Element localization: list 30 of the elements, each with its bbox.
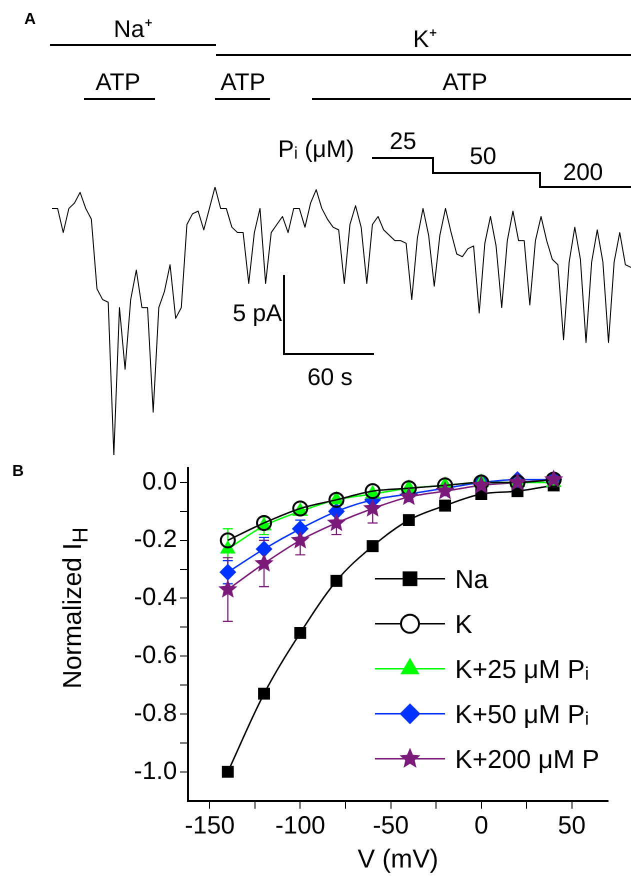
annotation: 5 pA	[232, 300, 282, 327]
legend-label: K+25 μM Pᵢ	[455, 654, 589, 684]
text: B	[12, 463, 24, 480]
y-tick-label: -0.8	[134, 698, 177, 727]
text: Pᵢ (μM)	[278, 136, 354, 163]
y-tick-label: 0.0	[142, 467, 177, 496]
annotation: 60 s	[307, 364, 353, 391]
y-tick-label: -1.0	[134, 756, 177, 785]
text: A	[24, 11, 36, 28]
y-tick-label: -0.2	[134, 525, 177, 554]
text: K⁺	[412, 26, 438, 53]
x-tick-label: 0	[474, 812, 488, 840]
text: ATP	[220, 69, 266, 96]
text: 25	[390, 128, 416, 155]
legend-label: K+200 μM P	[455, 744, 600, 774]
x-tick-label: 50	[558, 812, 586, 840]
y-tick-label: -0.6	[134, 640, 177, 669]
legend-label: K	[455, 608, 473, 639]
legend-label: Na	[455, 564, 489, 594]
text: 200	[562, 159, 604, 186]
x-tick-label: -150	[184, 812, 235, 840]
legend-label: K+50 μM Pᵢ	[455, 698, 589, 729]
y-tick-label: -0.4	[134, 583, 178, 612]
text: ATP	[442, 69, 488, 96]
text: 50	[470, 143, 496, 170]
x-tick-label: -100	[275, 812, 326, 840]
x-tick-label: -50	[372, 812, 409, 840]
text: ATP	[96, 69, 140, 96]
text: Na⁺	[114, 16, 152, 43]
x-axis-title: V (mV)	[358, 844, 438, 874]
